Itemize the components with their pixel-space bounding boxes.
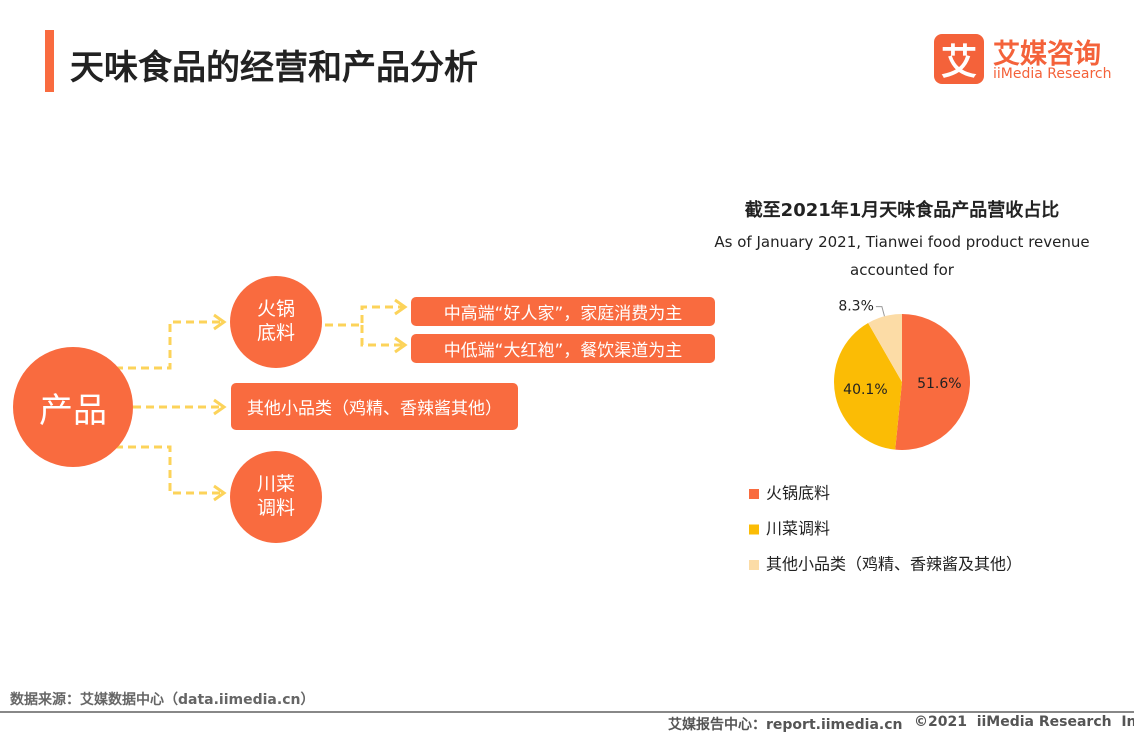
root-node: 产品 (13, 347, 133, 467)
logo-mark: 艾 (934, 34, 984, 84)
copyright-right: ©2021 iiMedia Research Inc (914, 714, 1134, 730)
chart-subtitle-wrap: As of January 2021, Tianwei food product… (714, 233, 1090, 279)
legend-label: 其他小品类（鸡精、香辣酱及其他） (766, 555, 1022, 574)
source: 数据来源：艾媒数据中心（data.iimedia.cn） (10, 692, 315, 708)
logo-en: iiMedia Research (993, 66, 1112, 82)
value-label: 8.3% (838, 299, 874, 315)
pie-slice (868, 314, 902, 382)
sichuan-node: 川菜调料 (230, 451, 322, 543)
footer-rule (0, 711, 1134, 713)
chart-title: 截至2021年1月天味食品产品营收占比 (745, 199, 1060, 221)
other-box: 其他小品类（鸡精、香辣酱其他） (231, 383, 518, 430)
logo-cn: 艾媒咨询 (993, 39, 1101, 70)
legend-swatch (749, 524, 759, 535)
legend-swatch (749, 489, 759, 499)
legend-label: 川菜调料 (766, 519, 830, 538)
value-label: 40.1% (843, 382, 887, 398)
pie-chart: 截至2021年1月天味食品产品营收占比 As of January 2021, … (714, 199, 1090, 574)
title-bar (45, 30, 54, 92)
value-label: 51.6% (917, 376, 961, 392)
legend-label: 火锅底料 (766, 484, 830, 503)
high-end-box: 中高端“好人家”，家庭消费为主 (411, 297, 715, 326)
legend-swatch (749, 560, 759, 570)
page-title: 天味食品的经营和产品分析 (70, 48, 478, 88)
pie-slice (895, 314, 970, 450)
pie-slice (834, 323, 902, 450)
low-end-box: 中低端“大红袍”，餐饮渠道为主 (411, 334, 715, 363)
chart-subtitle: As of January 2021, Tianwei food product… (714, 233, 1090, 279)
leader-line (875, 306, 885, 317)
hotpot-node: 火锅底料 (230, 276, 322, 368)
copyright-left: 艾媒报告中心：report.iimedia.cn (668, 717, 903, 733)
